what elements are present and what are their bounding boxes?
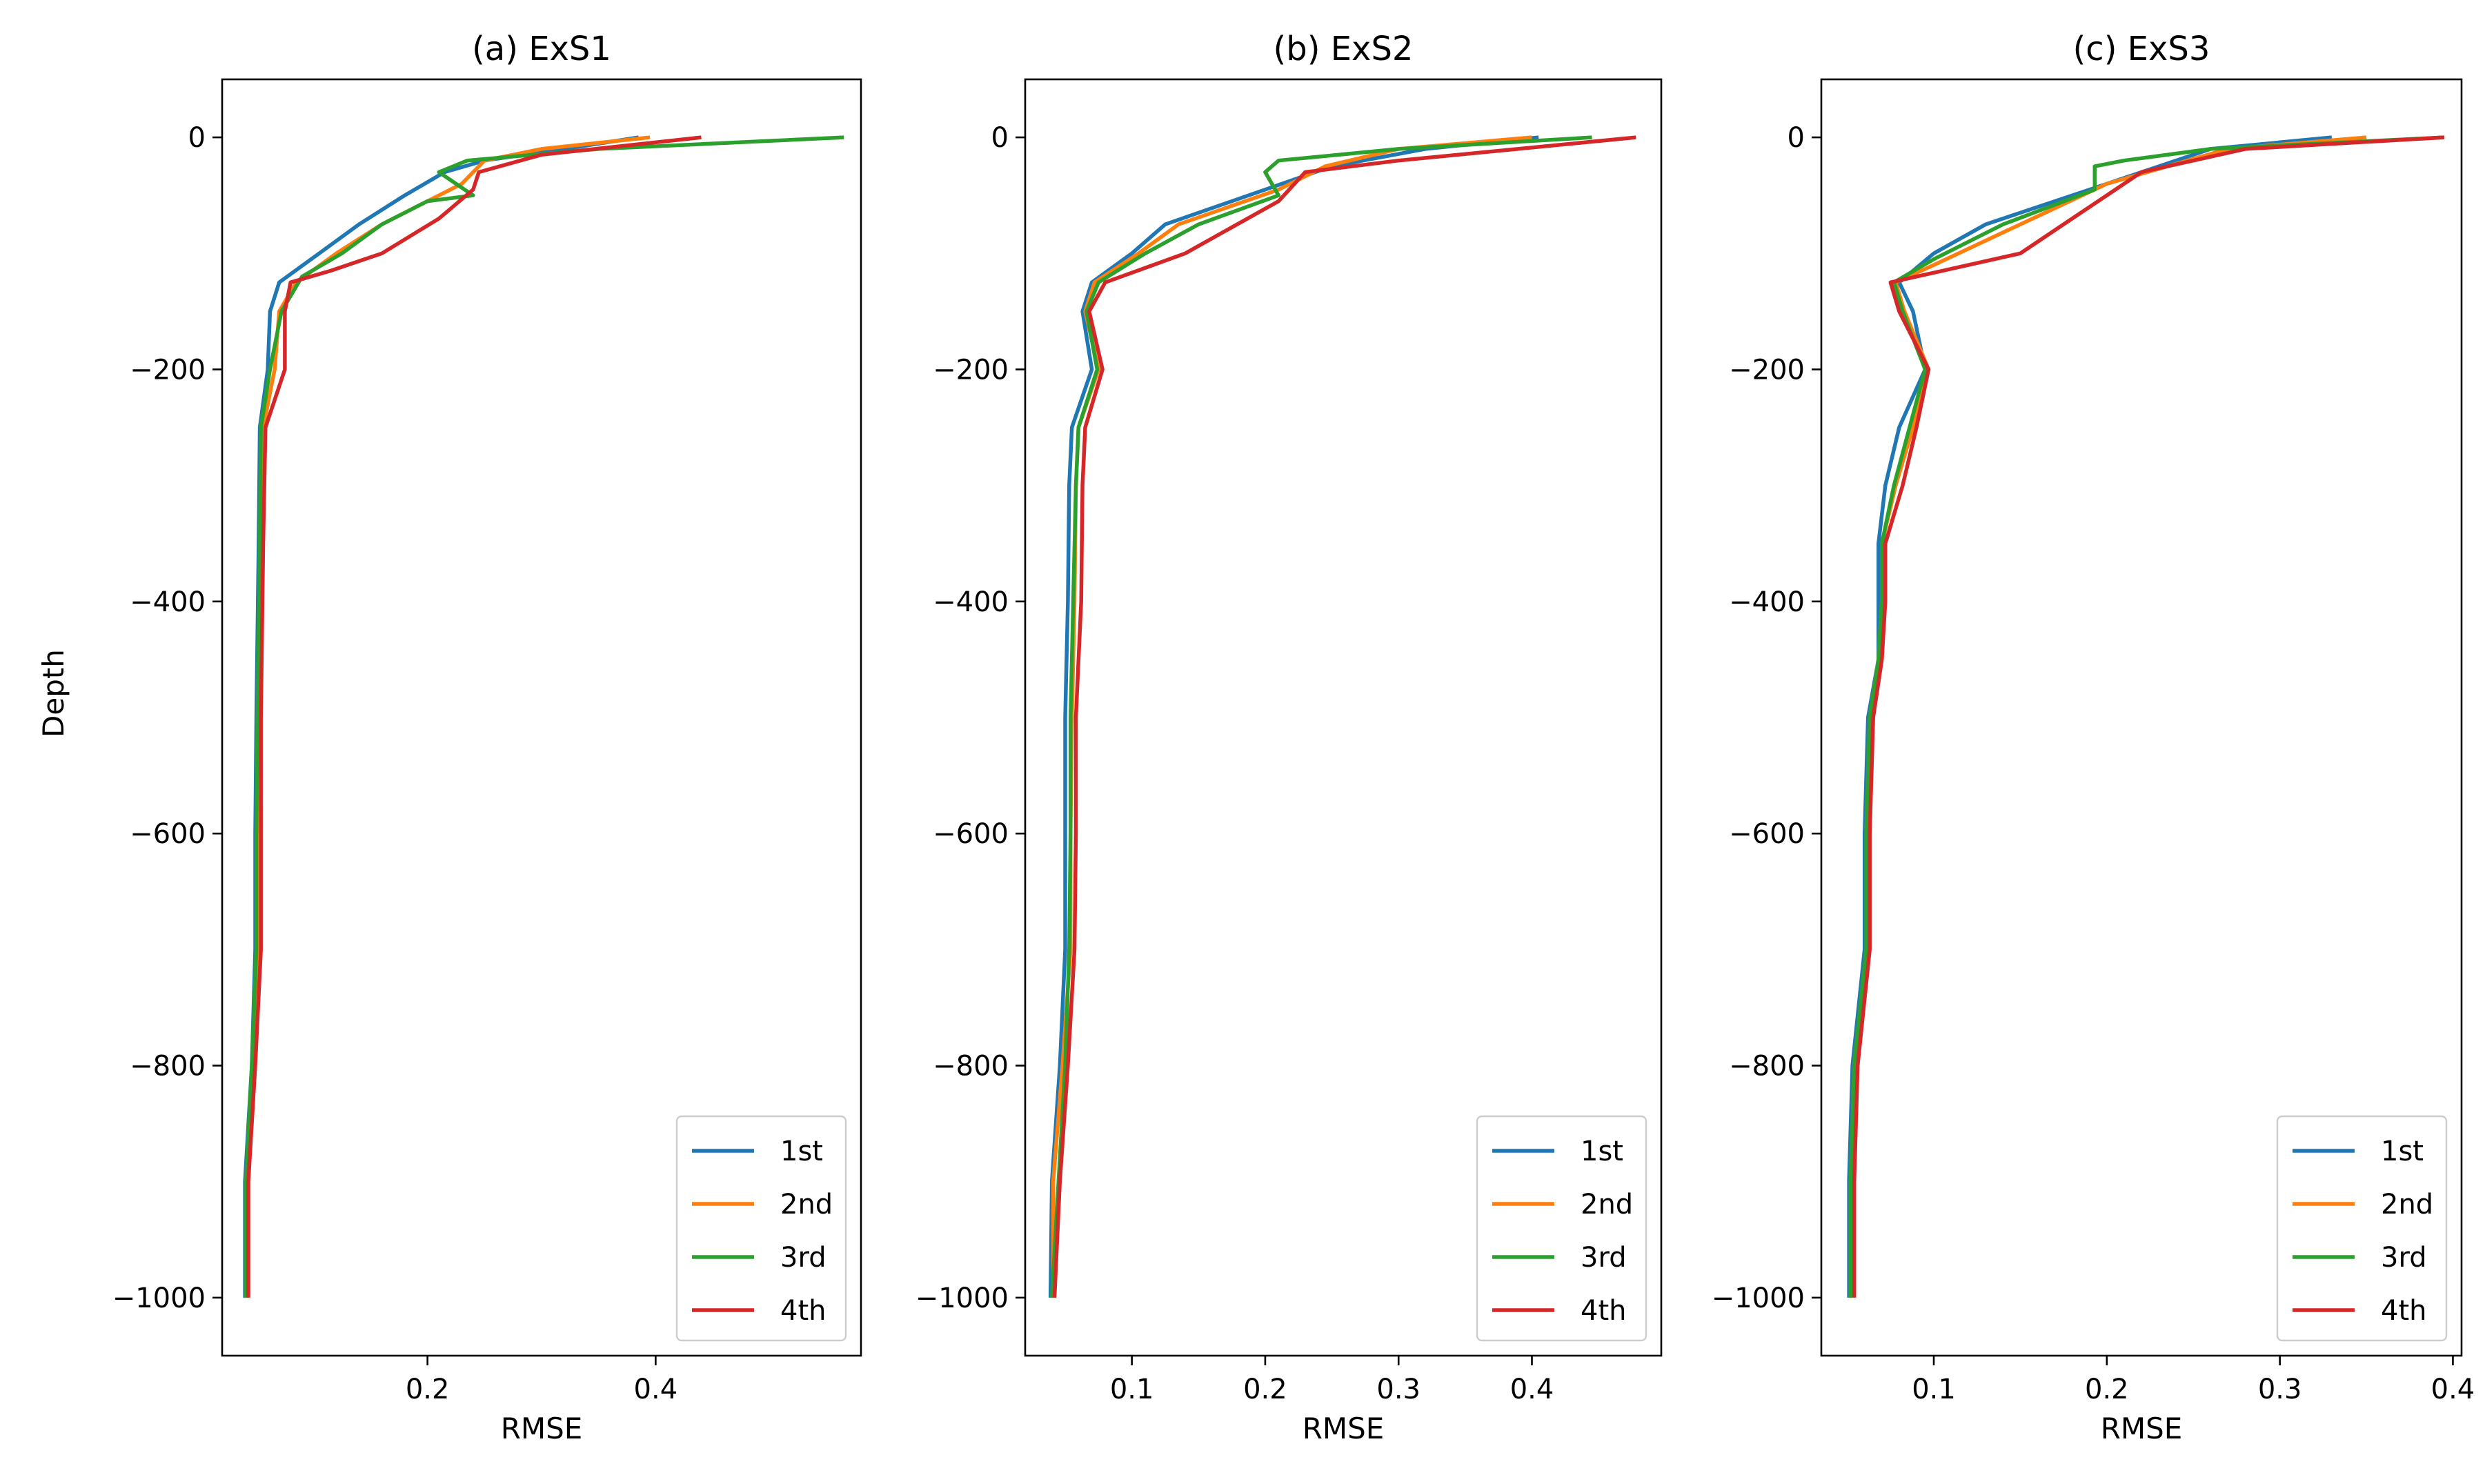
axes-frame	[221, 78, 862, 1357]
chart-title: (a) ExS1	[472, 30, 611, 68]
legend-label-2nd: 2nd	[780, 1189, 833, 1220]
y-tick-label: 0	[1788, 122, 1805, 154]
chart-title: (c) ExS3	[2073, 30, 2210, 68]
y-tick-label: −200	[933, 354, 1009, 386]
y-tick-label: −600	[933, 818, 1009, 850]
series-line-2nd	[1051, 135, 1532, 1298]
legend-label-4th: 4th	[1581, 1295, 1626, 1327]
x-tick-label: 0.3	[1376, 1374, 1420, 1405]
legend-label-1st: 1st	[780, 1136, 823, 1167]
x-axis-label: RMSE	[501, 1412, 583, 1445]
legend-label-4th: 4th	[2381, 1295, 2426, 1327]
series-line-4th	[1852, 135, 2445, 1298]
legend-label-3rd: 3rd	[780, 1242, 826, 1274]
series-line-2nd	[244, 135, 651, 1298]
legend-label-3rd: 3rd	[1581, 1242, 1627, 1274]
legend-label-4th: 4th	[780, 1295, 826, 1327]
series-line-1st	[243, 135, 640, 1298]
y-tick-label: −1000	[1712, 1283, 1805, 1314]
axes-frame	[1024, 78, 1663, 1357]
series-line-3rd	[1049, 135, 1592, 1298]
x-tick-label: 0.4	[634, 1374, 678, 1405]
x-tick-label: 0.1	[1912, 1374, 1956, 1405]
legend-label-1st: 1st	[2381, 1136, 2424, 1167]
x-tick-label: 0.4	[1510, 1374, 1554, 1405]
legend: 1st 2nd 3rd 4th	[675, 1115, 847, 1342]
y-tick-label: −1000	[915, 1283, 1009, 1314]
x-axis-label: RMSE	[2101, 1412, 2183, 1445]
legend-label-2nd: 2nd	[1581, 1189, 1633, 1220]
x-tick-label: 0.2	[2085, 1374, 2129, 1405]
y-tick-label: −600	[1729, 818, 1805, 850]
y-tick-label: −200	[130, 354, 206, 386]
legend-box	[2276, 1115, 2448, 1342]
legend: 1st 2nd 3rd 4th	[2276, 1115, 2448, 1342]
chart-panel-1: 0 −200 −400 −600 −800 −1000 0.2 0.4 (a) ExS1 RMSE…	[112, 30, 862, 1445]
axes-frame	[1820, 78, 2463, 1357]
x-tick-label: 0.2	[1243, 1374, 1287, 1405]
y-tick-label: −800	[933, 1051, 1009, 1082]
y-tick-label: −800	[1729, 1051, 1805, 1082]
series-line-1st	[1048, 135, 1539, 1298]
y-tick-label: 0	[188, 122, 206, 154]
y-tick-label: 0	[991, 122, 1009, 154]
y-tick-label: −600	[130, 818, 206, 850]
chart-title: (b) ExS2	[1274, 30, 1414, 68]
y-axis-label-depth: Depth	[37, 649, 70, 738]
legend-label-2nd: 2nd	[2381, 1189, 2433, 1220]
legend: 1st 2nd 3rd 4th	[1476, 1115, 1647, 1342]
y-tick-label: −400	[933, 586, 1009, 618]
x-tick-label: 0.4	[2431, 1374, 2475, 1405]
legend-label-1st: 1st	[1581, 1136, 1623, 1167]
x-tick-label: 0.2	[406, 1374, 450, 1405]
y-tick-label: −400	[1729, 586, 1805, 618]
series-line-3rd	[1848, 135, 2445, 1298]
legend-box	[675, 1115, 847, 1342]
y-tick-label: −1000	[112, 1283, 206, 1314]
y-tick-label: −200	[1729, 354, 1805, 386]
x-tick-label: 0.1	[1110, 1374, 1154, 1405]
legend-box	[1476, 1115, 1647, 1342]
chart-panel-2: 0 −200 −400 −600 −800 −1000 0.1 0.2 0.3 0.4 (b) Ex…	[915, 30, 1663, 1445]
series-line-3rd	[244, 135, 844, 1298]
chart-panel-3: 0 −200 −400 −600 −800 −1000 0.1 0.2 0.3 0.4 (c) Ex…	[1712, 30, 2475, 1445]
x-axis-label: RMSE	[1303, 1412, 1385, 1445]
series-line-4th	[1052, 135, 1636, 1298]
legend-label-3rd: 3rd	[2381, 1242, 2427, 1274]
series-line-1st	[1847, 135, 2333, 1298]
y-tick-label: −400	[130, 586, 206, 618]
x-tick-label: 0.3	[2258, 1374, 2302, 1405]
series-line-4th	[246, 135, 702, 1298]
y-tick-label: −800	[130, 1051, 206, 1082]
